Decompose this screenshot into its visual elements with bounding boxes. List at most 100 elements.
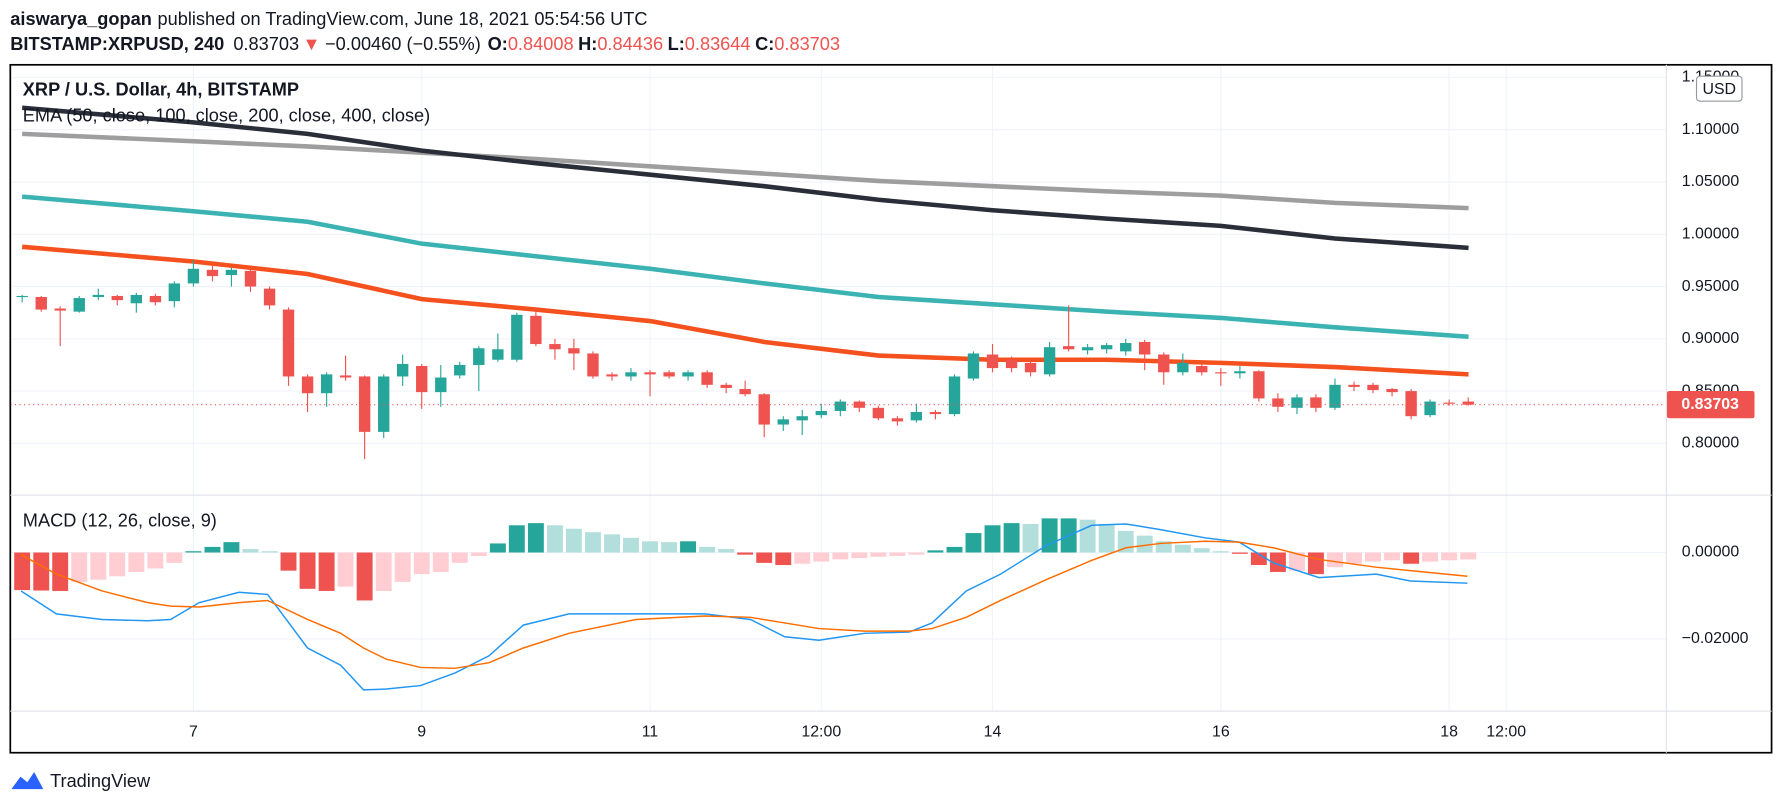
- histogram-bar: [280, 552, 297, 571]
- candle-body: [815, 410, 827, 416]
- histogram-bar: [889, 552, 906, 556]
- candle-body: [1367, 384, 1379, 391]
- histogram-bar: [451, 552, 468, 563]
- histogram-bar: [1174, 544, 1191, 553]
- histogram-bar: [204, 546, 221, 553]
- histogram-bar: [375, 552, 392, 591]
- candle-body: [149, 295, 162, 303]
- candle-body: [1158, 354, 1170, 373]
- histogram-bar: [413, 552, 430, 575]
- histogram-bar: [661, 542, 678, 553]
- indicator-title: EMA (50, close, 100, close, 200, close, …: [23, 106, 430, 126]
- x-tick-label: 18: [1440, 723, 1458, 740]
- change: −0.00460 (−0.55%): [325, 34, 481, 54]
- histogram-bar: [318, 552, 335, 591]
- histogram-bar: [794, 552, 811, 564]
- candle-body: [682, 372, 694, 377]
- candle-body: [1310, 397, 1322, 408]
- symbol: BITSTAMP:XRPUSD, 240: [10, 34, 224, 54]
- histogram-bar: [1346, 552, 1363, 564]
- candle-body: [644, 372, 656, 375]
- y-tick-label: 0.00000: [1682, 544, 1740, 561]
- histogram-bar: [737, 552, 754, 555]
- candle-body: [130, 294, 143, 304]
- histogram-bar: [1460, 552, 1477, 560]
- histogram-bar: [356, 552, 373, 601]
- candle-body: [282, 309, 295, 377]
- y-tick-label: 1.00000: [1682, 225, 1740, 242]
- author: aiswarya_gopan: [10, 9, 152, 29]
- publish-line: aiswarya_gopan published on TradingView.c…: [10, 9, 647, 29]
- candle-body: [796, 416, 808, 421]
- histogram-bar: [832, 552, 849, 560]
- histogram-bar: [166, 552, 183, 563]
- ohlc-label: L:: [668, 34, 685, 54]
- histogram-bar: [1079, 519, 1096, 553]
- candle-body: [263, 288, 276, 306]
- histogram-bar: [965, 533, 982, 553]
- candle-body: [663, 372, 675, 377]
- candle-body: [1062, 346, 1075, 350]
- histogram-bar: [927, 550, 944, 553]
- histogram-bar: [33, 552, 50, 591]
- candle-body: [206, 269, 219, 277]
- histogram-bar: [870, 552, 887, 557]
- candle-body: [111, 295, 123, 301]
- histogram-bar: [394, 552, 411, 582]
- candle-body: [568, 348, 580, 354]
- candle-body: [454, 364, 466, 376]
- histogram-bar: [1193, 548, 1210, 553]
- candle-body: [834, 401, 847, 411]
- candle-body: [1043, 347, 1056, 375]
- x-tick-label: 9: [417, 723, 426, 740]
- y-tick-label: 0.95000: [1682, 278, 1740, 295]
- candle-body: [1120, 343, 1132, 352]
- candle-body: [530, 315, 542, 345]
- histogram-bar: [851, 552, 868, 559]
- brand: TradingView: [50, 771, 151, 791]
- candle-body: [492, 349, 504, 360]
- candle-body: [301, 376, 314, 394]
- histogram-bar: [261, 551, 278, 553]
- currency: USD: [1702, 81, 1736, 98]
- logo: TradingView: [11, 771, 151, 791]
- candle-body: [1291, 397, 1303, 408]
- candle-body: [1253, 371, 1265, 399]
- candle-body: [435, 377, 447, 393]
- histogram-bar: [1231, 552, 1248, 554]
- histogram-bar: [527, 523, 544, 553]
- candle-body: [701, 372, 713, 385]
- candle-body: [1329, 384, 1341, 408]
- chart-title: XRP / U.S. Dollar, 4h, BITSTAMP: [23, 80, 299, 100]
- candle-body: [606, 374, 618, 377]
- y-tick-label: 1.05000: [1682, 173, 1740, 190]
- candle-body: [1177, 362, 1189, 373]
- y-tick-label: 1.10000: [1682, 121, 1740, 138]
- candle-body: [1081, 347, 1094, 351]
- histogram-bar: [642, 541, 659, 553]
- candle-body: [739, 389, 751, 395]
- ohlc-label: C:: [755, 34, 774, 54]
- y-tick-label: 0.80000: [1682, 435, 1740, 452]
- histogram-bar: [775, 552, 792, 566]
- candle-body: [187, 268, 200, 284]
- candle-body: [1424, 401, 1436, 416]
- candle-body: [967, 353, 980, 379]
- histogram-bar: [223, 542, 240, 553]
- candle-body: [1005, 359, 1018, 369]
- candle-body: [92, 294, 104, 298]
- histogram-bar: [565, 528, 582, 553]
- ohlc-label: H:: [578, 34, 597, 54]
- line-series: [21, 194, 1469, 340]
- histogram-bar: [1365, 552, 1381, 562]
- candle-body: [396, 363, 409, 377]
- ohlc-value: 0.83703: [774, 34, 840, 54]
- ohlc-value: 0.84008: [508, 34, 574, 54]
- x-tick-label: 16: [1212, 723, 1230, 740]
- logo-icon: [11, 772, 44, 790]
- published: published on TradingView.com, June 18, 2…: [158, 9, 648, 29]
- histogram-bar: [1250, 552, 1267, 566]
- histogram-bar: [1098, 523, 1115, 553]
